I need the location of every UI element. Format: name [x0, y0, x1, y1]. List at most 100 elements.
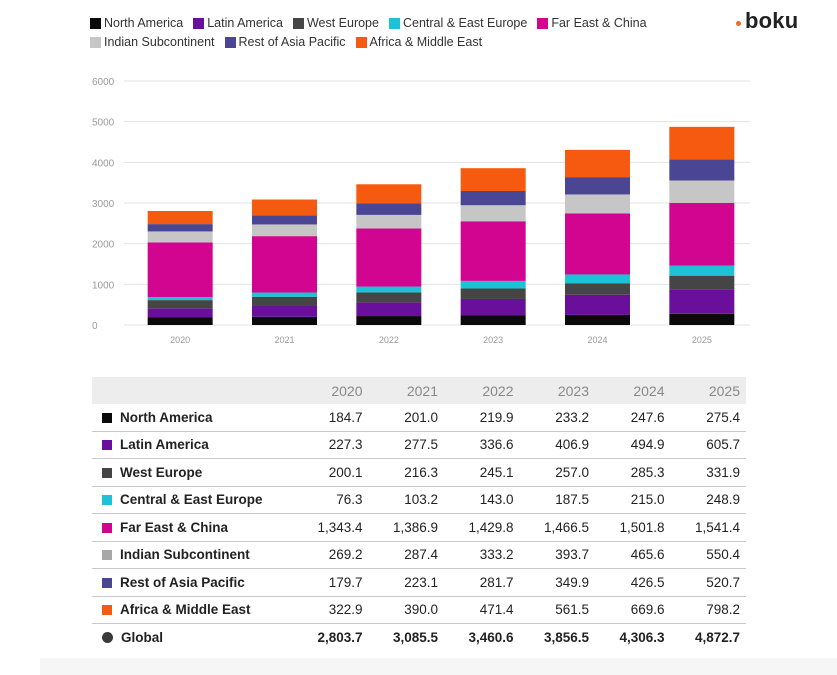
row-label: Far East & China	[120, 519, 229, 535]
table-cell: 269.2	[293, 541, 369, 569]
y-tick-label: 5000	[92, 118, 115, 129]
table-header-2025: 2025	[708, 382, 740, 399]
table-cell: 349.9	[519, 568, 595, 597]
table-cell: 76.3	[293, 486, 369, 514]
bar-segment-indian-subcontinent-2025	[669, 180, 735, 203]
table-cell: 257.0	[519, 458, 595, 487]
bar-segment-far-east-and-china-2021	[252, 236, 317, 293]
legend-label: Latin America	[207, 16, 283, 30]
bar-segment-africa-and-middle-east-2023	[460, 168, 526, 192]
boku-logo: boku	[736, 8, 798, 34]
table-cell: 179.7	[293, 568, 369, 597]
row-label-cell: Africa & Middle East	[92, 596, 293, 624]
bar-segment-far-east-and-china-2025	[669, 202, 735, 266]
table-cell-total: 3,460.6	[468, 629, 514, 645]
table-cell: 669.6	[595, 596, 671, 624]
bar-segment-west-europe-2020	[147, 300, 213, 309]
table-header-2020: 2020	[331, 382, 363, 399]
legend-item-west-europe: West Europe	[292, 16, 379, 30]
table-header-blank	[92, 377, 293, 404]
row-swatch	[102, 467, 112, 478]
bar-segment-rest-of-asia-pacific-2021	[252, 215, 317, 225]
bar-segment-latin-america-2024	[565, 294, 630, 315]
table-cell: 184.7	[293, 404, 369, 432]
legend-label: Far East & China	[551, 16, 647, 30]
table-cell: 520.7	[670, 568, 746, 597]
table-cell: 216.3	[368, 458, 444, 487]
table-cell: 247.6	[595, 404, 671, 432]
x-tick-label: 2023	[483, 335, 503, 345]
table-cell: 215.0	[595, 486, 671, 514]
bar-segment-rest-of-asia-pacific-2025	[669, 159, 735, 181]
data-table-container: 2020 2021 2022 2023 2024 2025 North America 18…	[92, 377, 746, 651]
y-tick-label: 0	[92, 321, 98, 332]
table-cell: 336.6	[444, 431, 520, 459]
bar-segment-latin-america-2025	[669, 289, 735, 314]
legend-label: Africa & Middle East	[369, 35, 483, 49]
bar-segment-latin-america-2021	[252, 305, 317, 317]
table-cell: 227.3	[293, 431, 369, 459]
table-cell-total: 4,872.7	[694, 629, 740, 645]
x-tick-label: 2025	[692, 335, 712, 345]
row-label: Global	[121, 629, 164, 645]
legend-label: North America	[104, 16, 184, 30]
table-cell: 426.5	[595, 568, 671, 597]
row-label-cell: Rest of Asia Pacific	[92, 568, 293, 597]
table-cell: 331.9	[670, 458, 746, 487]
bottom-divider	[40, 658, 837, 675]
table-cell: 200.1	[293, 458, 369, 487]
bar-segment-central-and-east-europe-2021	[252, 292, 317, 297]
table-header-2023: 2023	[557, 382, 589, 399]
row-label-cell: Global	[92, 624, 293, 651]
table-cell: 333.2	[444, 541, 520, 569]
table-cell: 277.5	[368, 431, 444, 459]
y-tick-label: 3000	[92, 199, 115, 210]
y-tick-label: 6000	[92, 77, 115, 88]
bar-segment-west-europe-2023	[460, 288, 526, 299]
bar-segment-north-america-2023	[460, 315, 526, 325]
table-cell: 471.4	[444, 596, 520, 624]
row-swatch	[102, 522, 112, 533]
legend-label: Indian Subcontinent	[104, 35, 215, 49]
bar-segment-north-america-2020	[147, 317, 213, 325]
bar-segment-far-east-and-china-2022	[356, 228, 422, 287]
global-dot-icon	[102, 631, 113, 643]
legend-swatch	[388, 17, 400, 29]
row-label: Africa & Middle East	[120, 602, 251, 618]
table-row: Far East & China 1,343.4 1,386.9 1,429.8 1,4…	[92, 513, 746, 542]
table-cell-total: 4,306.3	[619, 629, 665, 645]
legend-swatch	[355, 36, 367, 48]
row-label-cell: Central & East Europe	[92, 486, 293, 514]
legend-swatch	[537, 17, 549, 29]
legend-item-latin-america: Latin America	[193, 16, 283, 30]
row-label: Rest of Asia Pacific	[120, 574, 245, 590]
table-cell-total: 3,856.5	[543, 629, 589, 645]
table-header-2022: 2022	[482, 382, 514, 399]
table-row: Latin America 227.3 277.5 336.6 406.9 494.9 60…	[92, 431, 746, 459]
bar-segment-central-and-east-europe-2023	[460, 280, 526, 289]
table-cell-total: 3,085.5	[392, 629, 438, 645]
row-label: North America	[120, 409, 213, 425]
bar-segment-west-europe-2022	[356, 292, 422, 303]
table-row: West Europe 200.1 216.3 245.1 257.0 285.3 331.…	[92, 458, 746, 487]
table-cell: 550.4	[670, 541, 746, 569]
bar-segment-latin-america-2022	[356, 302, 422, 317]
table-cell: 275.4	[670, 404, 746, 432]
row-swatch	[102, 440, 112, 451]
table-cell: 103.2	[368, 486, 444, 514]
bar-segment-rest-of-asia-pacific-2020	[147, 224, 213, 232]
table-row: Africa & Middle East 322.9 390.0 471.4 561.5…	[92, 596, 746, 624]
table-cell: 233.2	[519, 404, 595, 432]
table-cell-total: 2,803.7	[317, 629, 363, 645]
bar-segment-north-america-2024	[565, 314, 630, 325]
table-row: Central & East Europe 76.3 103.2 143.0 187.5…	[92, 486, 746, 514]
bar-segment-indian-subcontinent-2021	[252, 224, 317, 237]
table-cell: 281.7	[444, 568, 520, 597]
bar-segment-far-east-and-china-2024	[565, 213, 630, 275]
row-label-cell: Indian Subcontinent	[92, 541, 293, 569]
row-label: West Europe	[120, 464, 203, 480]
bar-segment-far-east-and-china-2023	[460, 221, 526, 281]
y-tick-label: 1000	[92, 280, 115, 291]
bar-segment-rest-of-asia-pacific-2023	[460, 191, 526, 206]
table-cell: 561.5	[519, 596, 595, 624]
